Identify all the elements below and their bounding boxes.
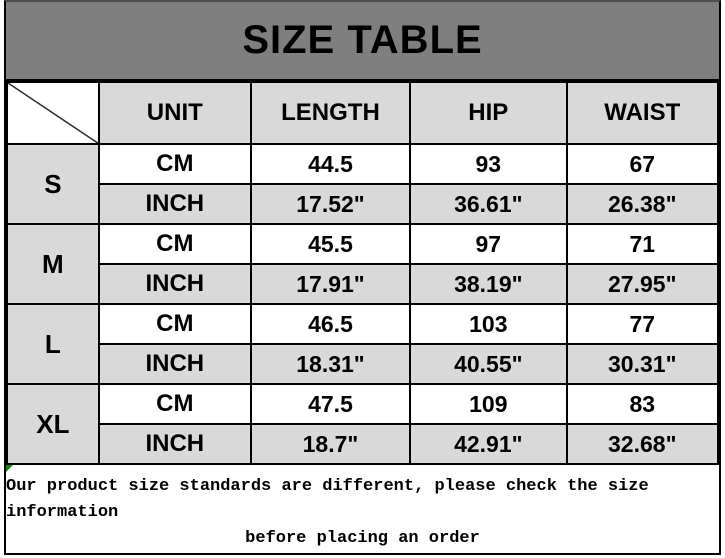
cell-m-inch-length: 17.91" <box>249 263 412 305</box>
unit-label: INCH <box>97 263 252 305</box>
size-label-s: S <box>6 143 100 225</box>
unit-label: CM <box>97 303 252 345</box>
cell-xl-inch-waist: 32.68" <box>565 423 720 465</box>
page-title: SIZE TABLE <box>6 2 719 81</box>
table-row-m-inch: INCH 17.91" 38.19" 27.95" <box>7 263 720 305</box>
footer-note-line1: Our product size standards are different… <box>6 477 649 522</box>
cell-s-cm-length: 44.5 <box>249 143 412 185</box>
cell-m-cm-length: 45.5 <box>249 223 412 265</box>
table-row-xl-inch: INCH 18.7" 42.91" 32.68" <box>7 423 720 465</box>
size-label-m: M <box>6 223 100 305</box>
green-corner-marker-icon <box>6 465 13 472</box>
cell-xl-cm-length: 47.5 <box>249 383 412 425</box>
cell-l-inch-waist: 30.31" <box>565 343 720 385</box>
cell-xl-cm-hip: 109 <box>409 383 568 425</box>
footer-note: Our product size standards are different… <box>6 465 719 553</box>
cell-s-cm-hip: 93 <box>409 143 568 185</box>
size-table-frame: SIZE TABLE UNIT LENGTH HIP WAIST S CM 44… <box>4 0 721 555</box>
column-header-row: UNIT LENGTH HIP WAIST <box>6 81 720 145</box>
diagonal-header-cell <box>6 81 100 145</box>
cell-xl-inch-hip: 42.91" <box>409 423 568 465</box>
cell-s-inch-hip: 36.61" <box>409 183 568 225</box>
col-header-length: LENGTH <box>249 81 412 145</box>
cell-l-cm-length: 46.5 <box>249 303 412 345</box>
table-row-l-inch: INCH 18.31" 40.55" 30.31" <box>7 343 720 385</box>
cell-l-inch-length: 18.31" <box>249 343 412 385</box>
diagonal-line-icon <box>8 83 98 143</box>
cell-l-cm-waist: 77 <box>565 303 720 345</box>
footer-note-line2: before placing an order <box>245 529 480 548</box>
table-row-m-cm: M CM 45.5 97 71 <box>6 223 720 305</box>
cell-s-cm-waist: 67 <box>565 143 720 185</box>
col-header-unit: UNIT <box>97 81 252 145</box>
size-label-l: L <box>6 303 100 385</box>
table-row-s-inch: INCH 17.52" 36.61" 26.38" <box>7 183 720 225</box>
cell-xl-inch-length: 18.7" <box>249 423 412 465</box>
cell-m-cm-hip: 97 <box>409 223 568 265</box>
cell-l-inch-hip: 40.55" <box>409 343 568 385</box>
cell-m-inch-hip: 38.19" <box>409 263 568 305</box>
unit-label: CM <box>97 383 252 425</box>
col-header-waist: WAIST <box>565 81 720 145</box>
unit-label: INCH <box>97 183 252 225</box>
table-row-l-cm: L CM 46.5 103 77 <box>6 303 720 385</box>
unit-label: CM <box>97 223 252 265</box>
unit-label: CM <box>97 143 252 185</box>
cell-s-inch-waist: 26.38" <box>565 183 720 225</box>
unit-label: INCH <box>97 423 252 465</box>
cell-l-cm-hip: 103 <box>409 303 568 345</box>
col-header-hip: HIP <box>409 81 568 145</box>
size-label-xl: XL <box>6 383 100 465</box>
cell-m-cm-waist: 71 <box>565 223 720 265</box>
table-row-s-cm: S CM 44.5 93 67 <box>6 143 720 225</box>
unit-label: INCH <box>97 343 252 385</box>
cell-m-inch-waist: 27.95" <box>565 263 720 305</box>
cell-xl-cm-waist: 83 <box>565 383 720 425</box>
cell-s-inch-length: 17.52" <box>249 183 412 225</box>
table-row-xl-cm: XL CM 47.5 109 83 <box>6 383 720 465</box>
size-table: UNIT LENGTH HIP WAIST S CM 44.5 93 67 IN… <box>6 81 720 465</box>
